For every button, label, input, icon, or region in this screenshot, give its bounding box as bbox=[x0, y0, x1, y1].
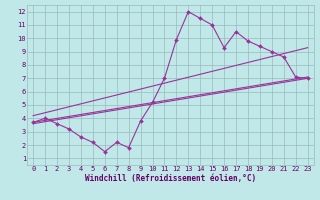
X-axis label: Windchill (Refroidissement éolien,°C): Windchill (Refroidissement éolien,°C) bbox=[85, 174, 256, 183]
